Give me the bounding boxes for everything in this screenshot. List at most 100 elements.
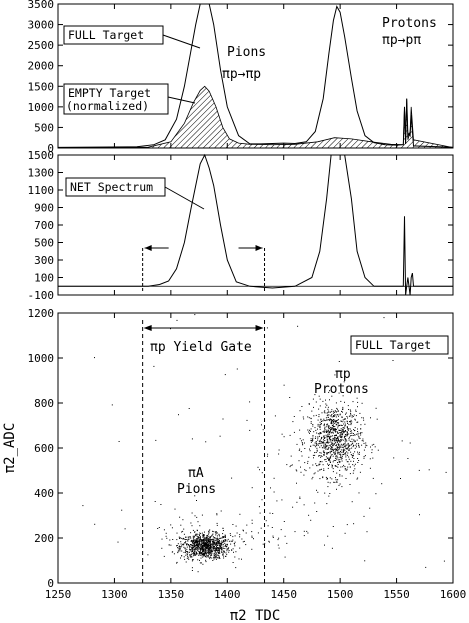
- scatter-point: [353, 445, 355, 446]
- scatter-point: [197, 547, 199, 549]
- scatter-point: [323, 419, 325, 421]
- scatter-point: [348, 409, 350, 410]
- scatter-point: [349, 444, 351, 446]
- scatter-point: [200, 552, 202, 554]
- scatter-point: [187, 557, 189, 559]
- scatter-point: [337, 453, 339, 455]
- scatter-point: [226, 553, 228, 555]
- scatter-point: [312, 476, 314, 478]
- scatter-point: [177, 547, 178, 549]
- scatter-point: [188, 538, 190, 540]
- scatter-point: [331, 547, 333, 549]
- scatter-point: [328, 428, 330, 430]
- scatter-point: [194, 549, 196, 551]
- scatter-point: [204, 551, 206, 553]
- scatter-point: [342, 428, 344, 430]
- scatter-point: [207, 556, 209, 558]
- scatter-point: [203, 546, 205, 548]
- scatter-point: [351, 441, 353, 443]
- scatter-point: [329, 482, 331, 484]
- scatter-point: [196, 516, 198, 518]
- scatter-point: [209, 550, 211, 552]
- scatter-point: [341, 431, 342, 433]
- scatter-point: [320, 423, 322, 424]
- scatter-point: [195, 547, 197, 549]
- scatter-point: [192, 536, 194, 538]
- scatter-point: [326, 432, 327, 433]
- scatter-point: [321, 447, 323, 449]
- scatter-point: [326, 438, 328, 440]
- scatter-point: [336, 482, 338, 483]
- scatter-point: [201, 539, 203, 541]
- scatter-point: [336, 446, 338, 448]
- scatter-point: [293, 431, 295, 433]
- scatter-point: [333, 481, 335, 483]
- scatter-point: [338, 415, 339, 417]
- scatter-point: [204, 541, 206, 543]
- scatter-point: [196, 529, 198, 531]
- scatter-point: [321, 468, 322, 470]
- scatter-point: [333, 444, 335, 446]
- scatter-point: [203, 549, 205, 551]
- y-tick-label: 400: [34, 487, 54, 500]
- scatter-point: [219, 544, 221, 546]
- scatter-point: [192, 535, 194, 537]
- scatter-point: [347, 423, 349, 424]
- scatter-point: [328, 426, 329, 428]
- scatter-point: [327, 430, 329, 432]
- scatter-point: [202, 535, 204, 536]
- scatter-point: [192, 559, 194, 561]
- scatter-point: [205, 543, 207, 545]
- scatter-point: [351, 415, 353, 417]
- scatter-point: [350, 423, 352, 424]
- scatter-point: [207, 551, 209, 553]
- scatter-point: [355, 444, 357, 446]
- scatter-point: [315, 442, 317, 444]
- scatter-point: [193, 550, 195, 552]
- scatter-point: [251, 519, 253, 521]
- scatter-point: [323, 430, 325, 432]
- scatter-point: [364, 423, 366, 425]
- scatter-point: [214, 543, 216, 545]
- scatter-point: [319, 469, 321, 471]
- scatter-point: [308, 431, 310, 433]
- scatter-point: [337, 432, 338, 434]
- scatter-point: [353, 523, 355, 525]
- scatter-point: [220, 551, 222, 553]
- scatter-point: [215, 553, 217, 555]
- scatter-point: [351, 421, 353, 423]
- scatter-point: [325, 444, 327, 446]
- scatter-point: [283, 384, 285, 386]
- scatter-point: [205, 547, 207, 549]
- scatter-point: [205, 544, 207, 546]
- scatter-point: [335, 402, 337, 404]
- scatter-point: [343, 454, 345, 455]
- scatter-point: [344, 532, 346, 534]
- scatter-point: [346, 421, 348, 423]
- scatter-point: [208, 543, 210, 545]
- scatter-point: [194, 495, 196, 497]
- scatter-point: [270, 487, 271, 489]
- scatter-point: [234, 545, 236, 547]
- scatter-point: [201, 549, 203, 551]
- scatter-point: [234, 535, 236, 537]
- scatter-point: [267, 455, 268, 457]
- scatter-point: [340, 451, 341, 452]
- scatter-point: [331, 432, 333, 434]
- scatter-point: [194, 314, 196, 316]
- scatter-point: [204, 538, 206, 540]
- scatter-point: [207, 539, 209, 541]
- scatter-point: [203, 539, 205, 540]
- scatter-point: [355, 411, 357, 412]
- scatter-point: [334, 426, 336, 427]
- scatter-point: [332, 430, 334, 432]
- scatter-point: [211, 547, 213, 549]
- scatter-point: [195, 554, 196, 556]
- scatter-point: [200, 533, 202, 535]
- scatter-point: [301, 440, 302, 442]
- scatter-point: [311, 440, 313, 442]
- scatter-point: [183, 556, 185, 558]
- scatter-point: [206, 534, 208, 536]
- scatter-point: [334, 436, 336, 438]
- scatter-point: [312, 438, 313, 440]
